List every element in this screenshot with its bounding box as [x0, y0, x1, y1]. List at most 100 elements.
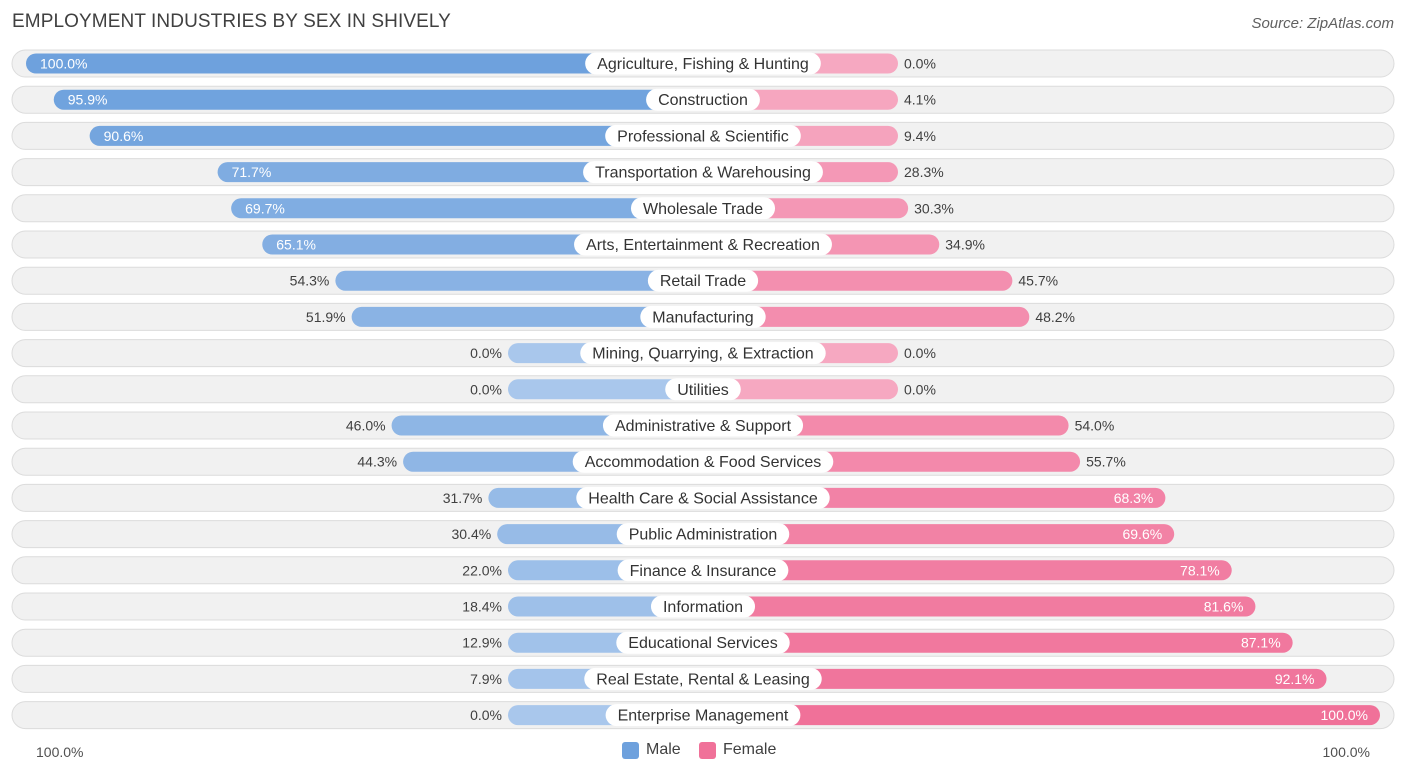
- label-female-value: 81.6%: [1204, 599, 1244, 615]
- bar-female[interactable]: [703, 560, 1232, 581]
- label-female-value: 0.0%: [904, 345, 936, 361]
- label-male-value: 95.9%: [68, 92, 108, 108]
- label-male-value: 30.4%: [451, 526, 491, 542]
- category-pill: [605, 704, 801, 727]
- label-male-value: 51.9%: [306, 309, 346, 325]
- bar-female[interactable]: [703, 632, 1293, 653]
- bar-female[interactable]: [703, 379, 898, 400]
- category-label: Retail Trade: [660, 273, 746, 290]
- bar-male[interactable]: [231, 198, 704, 219]
- bar-female[interactable]: [703, 668, 1327, 689]
- category-pill: [665, 378, 741, 401]
- legend-label-female: Female: [723, 741, 777, 758]
- bar-male[interactable]: [53, 89, 703, 110]
- label-female-value: 87.1%: [1241, 635, 1281, 651]
- label-female-value: 45.7%: [1018, 273, 1058, 289]
- label-male-value: 0.0%: [470, 381, 502, 397]
- label-male-value: 22.0%: [462, 562, 502, 578]
- label-female-value: 68.3%: [1114, 490, 1154, 506]
- category-pill: [605, 124, 801, 147]
- label-male-value: 0.0%: [470, 345, 502, 361]
- category-pill: [583, 161, 823, 184]
- label-female-value: 28.3%: [904, 164, 944, 180]
- category-label: Wholesale Trade: [643, 201, 763, 218]
- category-label: Manufacturing: [652, 309, 753, 326]
- category-label: Construction: [658, 92, 748, 109]
- category-label: Arts, Entertainment & Recreation: [586, 237, 820, 254]
- category-label: Utilities: [677, 382, 729, 399]
- category-label: Finance & Insurance: [630, 563, 777, 580]
- label-female-value: 4.1%: [904, 92, 936, 108]
- category-pill: [584, 667, 822, 690]
- category-label: Mining, Quarrying, & Extraction: [592, 346, 813, 363]
- category-pill: [580, 342, 826, 365]
- label-female-value: 30.3%: [914, 200, 954, 216]
- category-label: Enterprise Management: [618, 708, 789, 725]
- category-label: Public Administration: [629, 527, 778, 544]
- bar-male[interactable]: [335, 270, 703, 291]
- category-pill: [602, 414, 804, 437]
- bar-male[interactable]: [89, 125, 703, 146]
- bar-female[interactable]: [703, 270, 1013, 291]
- category-label: Agriculture, Fishing & Hunting: [597, 56, 809, 73]
- label-female-value: 69.6%: [1122, 526, 1162, 542]
- axis-left-label: 100.0%: [36, 744, 84, 760]
- label-male-value: 44.3%: [357, 454, 397, 470]
- category-pill: [650, 595, 756, 618]
- chart-title: EMPLOYMENT INDUSTRIES BY SEX IN SHIVELY: [12, 11, 451, 32]
- bar-female[interactable]: [703, 306, 1030, 327]
- label-male-value: 0.0%: [470, 707, 502, 723]
- source-label: Source: ZipAtlas.com: [1251, 15, 1394, 32]
- category-label: Accommodation & Food Services: [585, 454, 822, 471]
- category-label: Administrative & Support: [615, 418, 792, 435]
- legend-item-male[interactable]: Male: [622, 741, 681, 759]
- label-female-value: 0.0%: [904, 381, 936, 397]
- legend-item-female[interactable]: Female: [699, 741, 776, 759]
- label-male-value: 7.9%: [470, 671, 502, 687]
- legend-swatch-male: [622, 741, 639, 759]
- label-male-value: 71.7%: [232, 164, 272, 180]
- label-female-value: 48.2%: [1035, 309, 1075, 325]
- label-female-value: 78.1%: [1180, 562, 1220, 578]
- chart-area: 100.0% 0.0% Agriculture, Fishing & Hunting…: [11, 49, 1395, 730]
- bar-female[interactable]: [703, 705, 1380, 726]
- label-female-value: 0.0%: [904, 56, 936, 72]
- bar-male[interactable]: [351, 306, 703, 327]
- category-pill: [616, 523, 790, 546]
- category-label: Transportation & Warehousing: [595, 165, 811, 182]
- label-male-value: 100.0%: [40, 56, 87, 72]
- label-female-value: 9.4%: [904, 128, 936, 144]
- category-pill: [576, 486, 830, 509]
- category-label: Real Estate, Rental & Leasing: [596, 671, 809, 688]
- category-pill: [574, 233, 832, 256]
- label-male-value: 69.7%: [245, 200, 285, 216]
- category-label: Information: [663, 599, 743, 616]
- label-male-value: 90.6%: [104, 128, 144, 144]
- bar-male[interactable]: [26, 53, 703, 74]
- label-male-value: 18.4%: [462, 599, 502, 615]
- legend-label-male: Male: [646, 741, 681, 758]
- axis-right-label: 100.0%: [1322, 744, 1370, 760]
- bar-male[interactable]: [217, 162, 703, 183]
- category-pill: [616, 631, 790, 654]
- category-pill: [572, 450, 834, 473]
- category-label: Educational Services: [628, 635, 777, 652]
- category-pill: [646, 88, 760, 111]
- category-pill: [640, 305, 766, 328]
- label-male-value: 12.9%: [462, 635, 502, 651]
- category-pill: [630, 197, 776, 220]
- label-female-value: 92.1%: [1275, 671, 1315, 687]
- bar-female[interactable]: [703, 524, 1175, 545]
- bar-female[interactable]: [703, 596, 1256, 617]
- label-male-value: 31.7%: [443, 490, 483, 506]
- category-label: Health Care & Social Assistance: [588, 490, 818, 507]
- label-female-value: 100.0%: [1321, 707, 1368, 723]
- label-male-value: 54.3%: [290, 273, 330, 289]
- category-label: Professional & Scientific: [617, 128, 789, 145]
- legend-swatch-female: [699, 741, 716, 759]
- bar-male[interactable]: [508, 379, 703, 400]
- label-female-value: 55.7%: [1086, 454, 1126, 470]
- label-male-value: 46.0%: [346, 418, 386, 434]
- category-pill: [617, 559, 789, 582]
- legend: Male Female: [0, 741, 1406, 763]
